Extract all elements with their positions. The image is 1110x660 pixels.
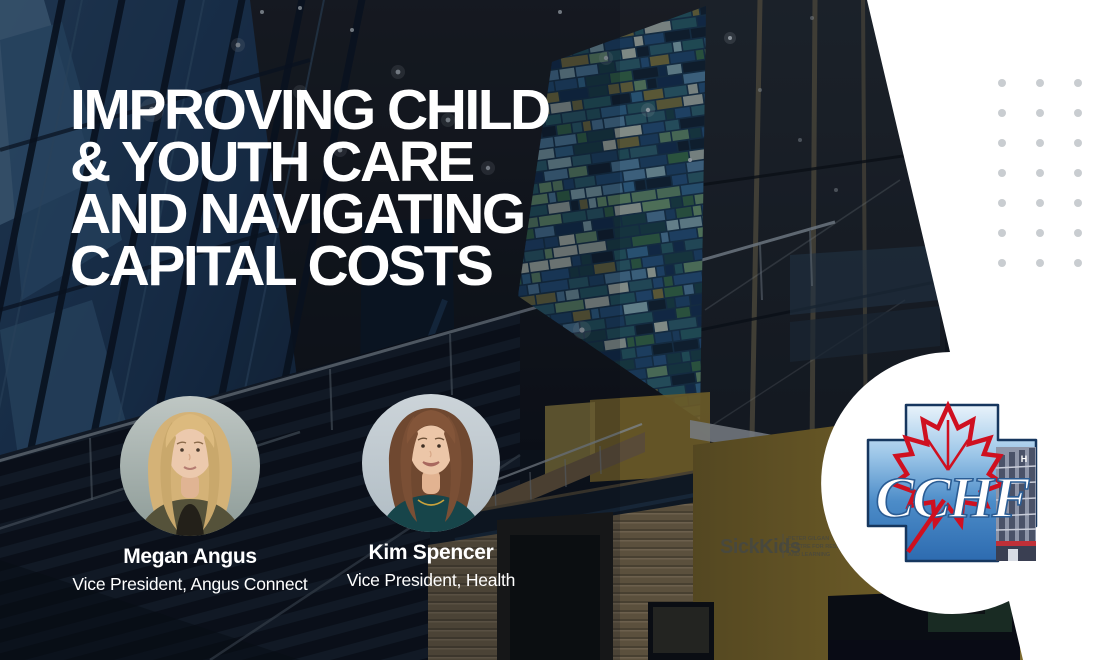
speaker-1-name: Megan Angus xyxy=(123,545,257,568)
sign-caption-line2: CENTRE FOR RESEARCH xyxy=(788,544,856,550)
speaker-1-role: Vice President, Angus Connect xyxy=(72,574,308,594)
hair-front-left xyxy=(160,422,177,530)
title-line-2: & YOUTH CARE xyxy=(70,130,475,194)
sign-caption-line3: AND LEARNING xyxy=(788,552,830,558)
sickkids-sign-text: SickKids xyxy=(720,536,801,558)
logo-acronym: CCHF xyxy=(875,465,1029,530)
hair-front-right xyxy=(444,416,462,522)
top-garment xyxy=(378,495,484,532)
logo-hospital-building: H xyxy=(996,447,1036,561)
logo-leaf-stem xyxy=(906,498,946,554)
speaker-2-role: Vice President, Health xyxy=(346,570,516,590)
title-line-3: AND NAVIGATING xyxy=(70,182,526,246)
logo-building-letter: H xyxy=(1021,454,1028,464)
title-line-1: IMPROVING CHILD xyxy=(70,78,551,142)
facial-features xyxy=(417,437,445,467)
face xyxy=(168,428,212,478)
hair-front-left xyxy=(400,416,418,522)
hair-front-right xyxy=(203,422,220,530)
photo-left-shade xyxy=(0,0,620,660)
inner-top xyxy=(176,504,204,536)
speaker-2-name: Kim Spencer xyxy=(368,541,494,564)
face xyxy=(410,425,452,475)
dot-grid-decoration xyxy=(998,79,1082,267)
sign-caption-line1: PETER GILGAN xyxy=(788,536,829,542)
speaker-kim-spencer: Kim Spencer Vice President, Health xyxy=(292,394,570,591)
slide-title: IMPROVING CHILD & YOUTH CARE AND NAVIGAT… xyxy=(70,78,551,298)
logo-maple-leaf xyxy=(888,400,1008,531)
title-line-4: CAPITAL COSTS xyxy=(70,234,494,298)
speaker-megan-angus: Megan Angus Vice President, Angus Connec… xyxy=(50,396,330,595)
necklace xyxy=(417,499,445,506)
cchf-logo: H CCHF xyxy=(866,400,1038,563)
ceiling-lights xyxy=(140,6,838,339)
speaker-2-avatar xyxy=(362,394,500,532)
speaker-1-avatar xyxy=(120,396,260,536)
hair-crown xyxy=(165,414,215,448)
facial-features xyxy=(176,441,204,470)
sickkids-sign: SickKids PETER GILGAN CENTRE FOR RESEARC… xyxy=(720,534,856,558)
hair-crown xyxy=(406,410,456,444)
